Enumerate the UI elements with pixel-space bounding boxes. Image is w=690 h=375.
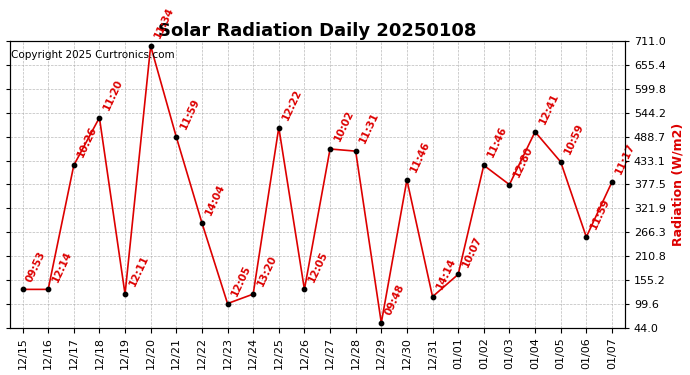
Text: 10:59: 10:59: [563, 122, 586, 156]
Point: [478, 162, 489, 168]
Text: Copyright 2025 Curtronics.com: Copyright 2025 Curtronics.com: [11, 50, 175, 60]
Point: [350, 148, 361, 154]
Text: 12:14: 12:14: [50, 249, 73, 284]
Text: 09:53: 09:53: [25, 249, 48, 284]
Point: [581, 234, 592, 240]
Point: [529, 129, 540, 135]
Text: 11:17: 11:17: [614, 142, 637, 176]
Text: 10:26: 10:26: [76, 125, 99, 159]
Point: [299, 286, 310, 292]
Y-axis label: Radiation (W/m2): Radiation (W/m2): [671, 123, 684, 246]
Text: 14:04: 14:04: [204, 182, 227, 217]
Point: [324, 146, 335, 152]
Text: 11:31: 11:31: [357, 111, 381, 145]
Point: [453, 272, 464, 278]
Text: 11:46: 11:46: [409, 140, 432, 174]
Point: [273, 124, 284, 130]
Text: 12:11: 12:11: [127, 254, 150, 288]
Point: [222, 300, 233, 306]
Point: [94, 115, 105, 121]
Point: [555, 159, 566, 165]
Point: [68, 162, 79, 168]
Text: 10:07: 10:07: [460, 234, 483, 268]
Point: [197, 220, 208, 226]
Text: 11:20: 11:20: [101, 77, 124, 112]
Title: Solar Radiation Daily 20250108: Solar Radiation Daily 20250108: [158, 22, 477, 40]
Point: [119, 291, 130, 297]
Point: [145, 43, 156, 49]
Point: [170, 134, 181, 140]
Text: 11:59: 11:59: [589, 197, 611, 231]
Point: [376, 320, 387, 326]
Text: 12:22: 12:22: [281, 87, 304, 122]
Text: 11:34: 11:34: [152, 6, 176, 40]
Point: [427, 294, 438, 300]
Point: [607, 179, 618, 185]
Text: 13:20: 13:20: [255, 254, 278, 288]
Text: 10:02: 10:02: [332, 109, 355, 143]
Text: 12:80: 12:80: [511, 144, 535, 178]
Text: 11:46: 11:46: [486, 125, 509, 159]
Point: [17, 286, 28, 292]
Text: 12:05: 12:05: [306, 249, 330, 284]
Point: [248, 291, 259, 297]
Text: 11:59: 11:59: [178, 97, 201, 131]
Point: [43, 286, 54, 292]
Text: 14:14: 14:14: [435, 256, 457, 291]
Point: [402, 177, 413, 183]
Text: 09:48: 09:48: [384, 283, 406, 317]
Text: 12:41: 12:41: [537, 92, 560, 126]
Text: 12:05: 12:05: [230, 263, 253, 297]
Point: [504, 182, 515, 188]
